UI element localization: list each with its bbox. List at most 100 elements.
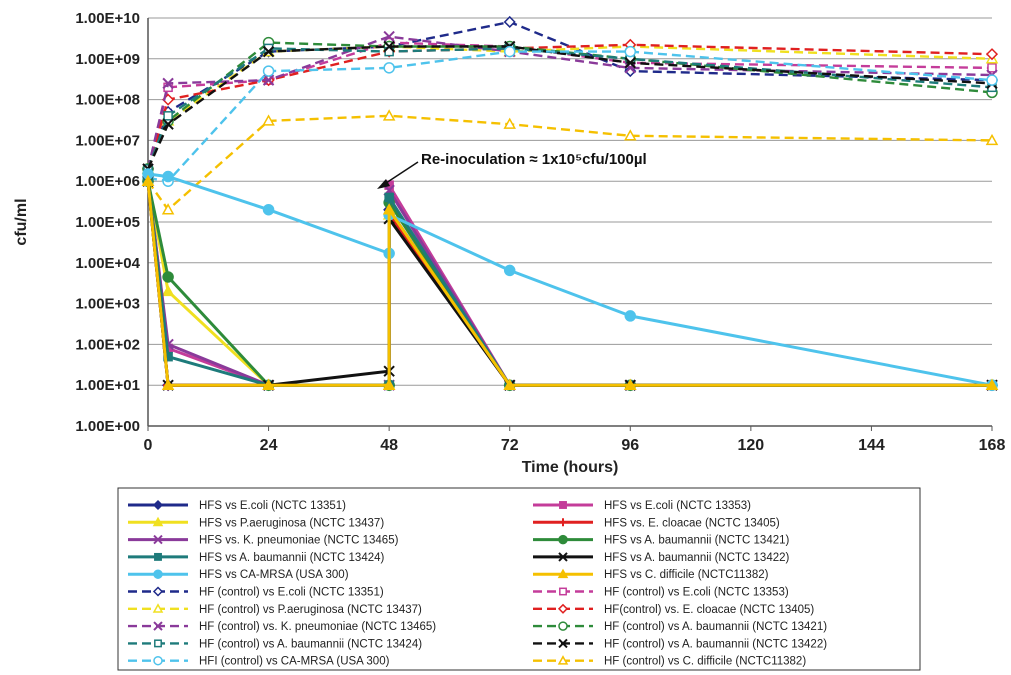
data-point	[559, 587, 567, 596]
data-point	[985, 133, 999, 146]
legend-label: HFS vs A. baumannii (NCTC 13422)	[604, 552, 790, 564]
legend-entry: HFS vs. E. cloacae (NCTC 13405)	[533, 517, 780, 529]
legend-label: HF (control) vs A. baumannii (NCTC 13422…	[604, 638, 827, 650]
x-tick-label: 24	[260, 437, 278, 454]
legend-label: HFI (control) vs CA-MRSA (USA 300)	[199, 656, 390, 668]
legend-entry: HF (control) vs C. difficile (NCTC11382)	[533, 655, 806, 668]
legend-label: HFS vs P.aeruginosa (NCTC 13437)	[199, 517, 384, 529]
data-point	[384, 192, 394, 203]
data-point	[161, 378, 175, 390]
data-point	[153, 621, 163, 631]
data-point	[558, 621, 568, 631]
legend-entry: HFS vs. K. pneumoniae (NCTC 13465)	[128, 535, 399, 547]
data-point	[558, 552, 568, 562]
legend-entry: HFS vs A. baumannii (NCTC 13421)	[533, 535, 790, 547]
data-point	[503, 15, 516, 29]
y-tick-label: 1.00E+02	[75, 336, 140, 353]
legend-label: HFS vs. K. pneumoniae (NCTC 13465)	[199, 535, 399, 547]
data-point	[624, 378, 637, 390]
data-point	[154, 552, 162, 561]
x-tick-labels: 0 24 48 72 96 120 144 168	[144, 426, 1005, 454]
legend-entry: HFS vs P.aeruginosa (NCTC 13437)	[128, 516, 384, 529]
data-point	[162, 170, 174, 183]
x-tick-label: 0	[144, 437, 153, 454]
data-point	[557, 603, 569, 614]
data-point	[559, 518, 567, 527]
data-point	[152, 603, 164, 613]
data-point	[163, 111, 173, 121]
y-tick-label: 1.00E+04	[75, 255, 140, 272]
data-point	[503, 378, 516, 390]
data-point	[558, 534, 568, 545]
data-point	[624, 45, 637, 58]
y-tick-label: 1.00E+08	[75, 92, 140, 109]
data-point	[382, 109, 396, 121]
series-8	[142, 168, 998, 391]
legend-entry: HFI (control) vs CA-MRSA (USA 300)	[128, 656, 390, 668]
y-tick-label: 1.00E+05	[75, 214, 140, 231]
data-point	[557, 568, 569, 579]
y-tick-label: 1.00E+10	[75, 10, 140, 27]
legend-label: HF(control) vs. E. cloacae (NCTC 13405)	[604, 604, 814, 616]
data-point	[152, 499, 164, 511]
data-point	[141, 174, 155, 186]
data-point	[262, 65, 275, 77]
data-point	[154, 639, 162, 648]
data-point	[624, 62, 636, 74]
data-point	[153, 655, 163, 666]
legend-entry: HFS vs E.coli (NCTC 13353)	[533, 500, 751, 512]
series-9	[141, 174, 999, 390]
data-point	[153, 534, 163, 545]
y-axis-title: cfu/ml	[13, 198, 30, 245]
legend-entry: HF(control) vs. E. cloacae (NCTC 13405)	[533, 603, 814, 616]
legend-label: HFS vs. E. cloacae (NCTC 13405)	[604, 517, 780, 529]
axes	[147, 18, 992, 427]
legend-entry: HFS vs C. difficile (NCTC11382)	[533, 568, 769, 581]
legend-label: HFS vs A. baumannii (NCTC 13424)	[199, 552, 385, 564]
data-point	[262, 45, 275, 58]
legend-entry: HFS vs A. baumannii (NCTC 13424)	[128, 552, 385, 564]
legend-label: HFS vs E.coli (NCTC 13351)	[199, 500, 346, 512]
legend-entry: HF (control) vs A. baumannii (NCTC 13421…	[533, 621, 827, 633]
data-point	[624, 310, 637, 322]
y-tick-labels: 1.00E+00 1.00E+01 1.00E+02 1.00E+03 1.00E+04…	[75, 10, 140, 435]
y-tick-label: 1.00E+09	[75, 51, 140, 68]
y-tick-label: 1.00E+01	[75, 377, 140, 394]
series-line	[146, 35, 993, 170]
x-tick-label: 144	[858, 437, 885, 454]
legend-entries: HFS vs E.coli (NCTC 13351) HFS vs E.coli …	[128, 499, 827, 668]
legend-label: HF (control) vs C. difficile (NCTC11382)	[604, 656, 806, 668]
series-line	[146, 181, 992, 387]
data-point	[624, 129, 637, 141]
y-tick-label: 1.00E+06	[75, 173, 140, 190]
legend-label: HFS vs E.coli (NCTC 13353)	[604, 500, 751, 512]
data-point	[262, 74, 275, 86]
data-point	[262, 203, 275, 216]
data-point	[987, 63, 997, 73]
series-line	[146, 177, 992, 387]
data-point	[383, 30, 395, 43]
data-point	[153, 569, 163, 579]
data-point	[985, 48, 999, 61]
data-point	[557, 655, 569, 665]
data-point	[559, 501, 567, 509]
series-19	[141, 109, 999, 215]
legend-label: HF (control) vs. K. pneumoniae (NCTC 134…	[199, 621, 436, 633]
legend-entry: HF (control) vs P.aeruginosa (NCTC 13437…	[128, 603, 422, 616]
data-point	[985, 378, 999, 390]
grid-lines	[148, 17, 992, 386]
data-point	[383, 40, 395, 53]
data-point	[382, 378, 396, 390]
data-point	[624, 57, 636, 69]
series-line	[146, 41, 993, 170]
data-point	[262, 378, 275, 390]
legend-entry: HFS vs CA-MRSA (USA 300)	[128, 569, 349, 581]
legend-entry: HFS vs E.coli (NCTC 13351)	[128, 499, 346, 512]
series-line	[146, 41, 993, 170]
annotation-text: Re-inoculation ≈ 1x10⁵cfu/100µl	[421, 151, 647, 168]
data-point	[161, 284, 175, 297]
legend-entry: HF (control) vs A. baumannii (NCTC 13422…	[533, 638, 827, 650]
legend-label: HF (control) vs A. baumannii (NCTC 13424…	[199, 638, 422, 650]
x-tick-label: 72	[501, 437, 519, 454]
